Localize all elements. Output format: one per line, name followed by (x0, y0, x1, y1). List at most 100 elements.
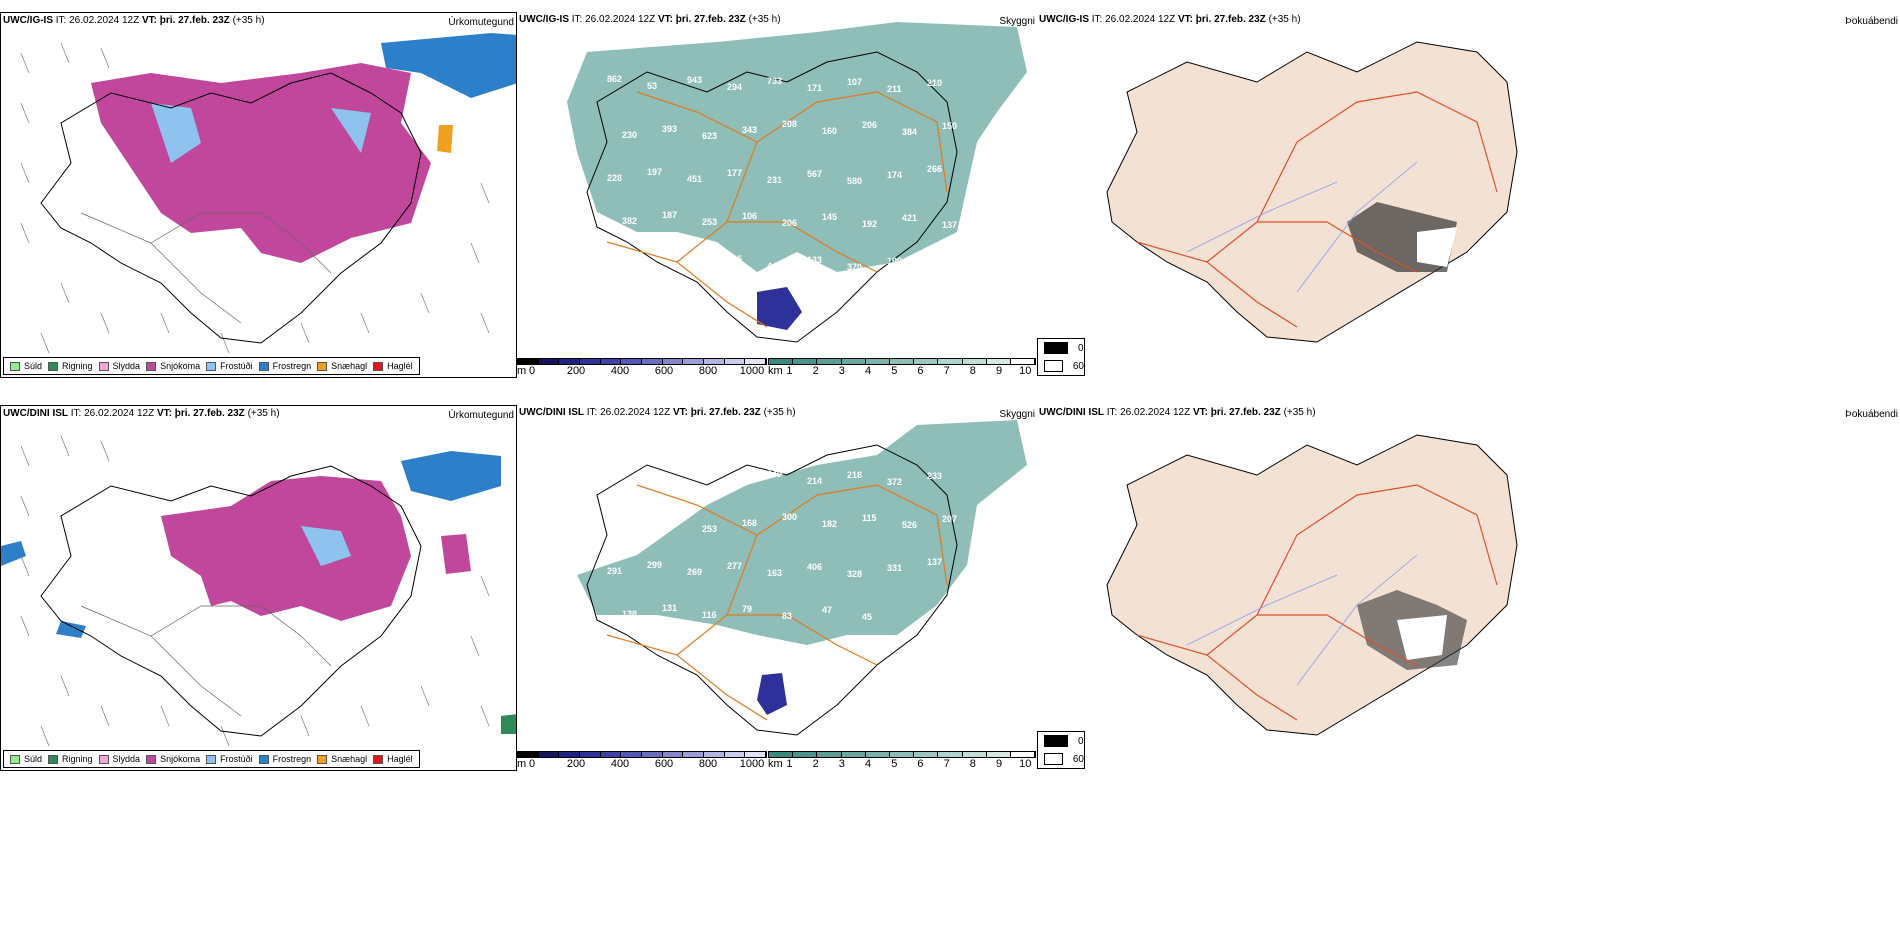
vt-label: VT: (141, 15, 157, 26)
panel-header: UWC/DINI ISL IT: 26.02.2024 12Z VT: þri.… (1039, 407, 1316, 418)
cloud-base-label: 214 (807, 476, 822, 486)
precip-type-panel-bottom: UWC/DINI ISL IT: 26.02.2024 12Z VT: þri.… (0, 405, 517, 771)
low-visibility-area (577, 420, 1027, 645)
cloud-base-label: 372 (887, 477, 902, 487)
it-label: IT: (1106, 407, 1118, 418)
colorbar-swatch (938, 359, 963, 364)
lead-time: (+35 h) (748, 14, 781, 25)
cloud-base-label: 384 (902, 127, 917, 137)
fog-legend-swatch (1044, 342, 1068, 354)
precip-map-bottom (1, 435, 516, 747)
panel-title: Þokuábendi (1845, 409, 1898, 420)
cloud-base-label: 174 (887, 170, 902, 180)
fog-legend-row: 60 (1038, 357, 1084, 375)
vt-label: VT: (1192, 407, 1208, 418)
legend-swatch (373, 754, 384, 764)
cloud-base-label: 211 (887, 84, 902, 94)
legend-label: Snæhagl (331, 754, 368, 764)
model-name: UWC/DINI ISL (1039, 407, 1104, 418)
fog-legend: 0 60 (1037, 338, 1085, 376)
precip-type-panel-top: UWC/IG-IS IT: 26.02.2024 12Z VT: þri. 27… (0, 12, 517, 378)
vt-label: VT: (1177, 14, 1193, 25)
cloud-base-label: 115 (862, 513, 877, 523)
cloud-base-label: 45 (862, 612, 872, 622)
fog-legend-swatch (1044, 753, 1063, 765)
cloud-base-label: 125 (647, 266, 662, 276)
cloud-base-label: 233 (927, 471, 942, 481)
cloud-base-label: 269 (687, 567, 702, 577)
vt-value: þri. 27.feb. 23Z (675, 14, 746, 25)
colorbar-tick: 0 (528, 758, 536, 770)
it-label: IT: (1091, 14, 1103, 25)
low-cloud-area (757, 287, 802, 330)
it-value: 26.02.2024 12Z (585, 14, 656, 25)
fog-legend: 0 60 (1037, 731, 1085, 769)
lead-time: (+35 h) (232, 15, 265, 26)
it-label: IT: (571, 14, 583, 25)
colorbar-tick: 10 (1019, 758, 1032, 770)
visibility-colorbar: km 1 2 3 4 5 6 7 8 9 10 (768, 751, 1036, 772)
it-label: IT: (70, 408, 82, 419)
model-name: UWC/IG-IS (1039, 14, 1089, 25)
colorbar-swatch (662, 359, 684, 364)
legend-label: Rigning (62, 754, 93, 764)
cloud-base-label: 165 (622, 523, 637, 533)
cloud-base-label: 497 (727, 475, 742, 485)
legend-label: Haglél (387, 754, 413, 764)
colorbar-swatch (518, 359, 539, 364)
colorbar-tick: 2 (812, 365, 819, 377)
colorbar-tick: 400 (610, 365, 630, 377)
legend-swatch (48, 754, 59, 764)
colorbar-tick: 5 (891, 365, 898, 377)
cloud-base-label: 134 (927, 263, 942, 273)
legend-swatch (206, 754, 217, 764)
cloud-base-label: 277 (727, 561, 742, 571)
cloud-base-label: 116 (702, 610, 717, 620)
cloud-base-label: 299 (647, 560, 662, 570)
colorbar-tick: 600 (654, 365, 674, 377)
cloud-base-label: 266 (927, 164, 942, 174)
cloud-base-label: 150 (942, 121, 957, 131)
low-visibility-area (567, 22, 1027, 272)
colorbar-tick: 8 (969, 365, 976, 377)
cloud-base-label: 100 (887, 256, 902, 266)
colorbar-tick: 8 (969, 758, 976, 770)
road-network (1136, 91, 1498, 328)
cloud-base-label: 230 (622, 130, 637, 140)
colorbar-swatches (768, 751, 1036, 758)
legend-item: Snjókoma (146, 361, 200, 371)
snow-area (91, 63, 431, 263)
vt-value: þri. 27.feb. 23Z (690, 407, 761, 418)
model-name: UWC/DINI ISL (3, 408, 68, 419)
colorbar-tick: 3 (838, 365, 845, 377)
cloud-base-label: 862 (607, 74, 622, 84)
colorbar-tick: 4 (864, 365, 872, 377)
road-network (1136, 484, 1498, 721)
fog-legend-label: 60 (1072, 753, 1084, 765)
colorbar-swatch (817, 359, 842, 364)
colorbar-tick: 200 (566, 365, 586, 377)
legend-swatch (373, 361, 384, 371)
iceland-coastline (40, 72, 422, 344)
colorbar-swatch (865, 359, 890, 364)
cloud-base-label: 343 (742, 125, 757, 135)
panel-header: UWC/IG-IS IT: 26.02.2024 12Z VT: þri. 27… (3, 15, 265, 26)
colorbar-swatch (538, 359, 560, 364)
wind-barbs (20, 435, 490, 747)
it-value: 26.02.2024 12Z (1105, 14, 1176, 25)
colorbar-ticks: m 0 200 400 600 800 1000 (517, 365, 767, 379)
visibility-colorbar: km 1 2 3 4 5 6 7 8 9 10 (768, 358, 1036, 379)
road-network (606, 91, 948, 328)
cloud-base-label: 160 (822, 126, 837, 136)
precip-legend: Súld Rigning Slydda Snjókoma Frostúði Frostre… (3, 750, 420, 768)
it-value: 26.02.2024 12Z (600, 407, 671, 418)
roads-lines (80, 212, 332, 324)
legend-item: Slydda (98, 754, 140, 764)
cloud-base-label: 249 (767, 469, 782, 479)
cloud-base-label: 105 (727, 254, 742, 264)
colorbar-swatch (889, 752, 915, 757)
cloud-base-label: 210 (927, 78, 942, 88)
colorbar-tick: 7 (943, 758, 950, 770)
colorbar-tick: 400 (610, 758, 630, 770)
legend-label: Súld (24, 361, 43, 371)
